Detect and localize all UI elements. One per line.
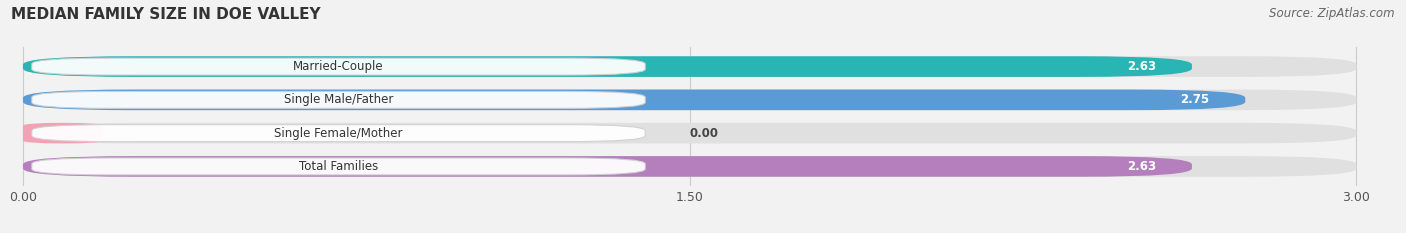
Text: 2.63: 2.63 <box>1128 60 1156 73</box>
Text: MEDIAN FAMILY SIZE IN DOE VALLEY: MEDIAN FAMILY SIZE IN DOE VALLEY <box>11 7 321 22</box>
FancyBboxPatch shape <box>22 89 1357 110</box>
Text: Single Female/Mother: Single Female/Mother <box>274 127 402 140</box>
FancyBboxPatch shape <box>22 89 1246 110</box>
Text: Single Male/Father: Single Male/Father <box>284 93 394 106</box>
FancyBboxPatch shape <box>22 123 103 144</box>
FancyBboxPatch shape <box>22 156 1357 177</box>
FancyBboxPatch shape <box>22 56 1357 77</box>
Text: Total Families: Total Families <box>299 160 378 173</box>
Text: Source: ZipAtlas.com: Source: ZipAtlas.com <box>1270 7 1395 20</box>
FancyBboxPatch shape <box>32 158 645 175</box>
FancyBboxPatch shape <box>22 123 1357 144</box>
FancyBboxPatch shape <box>32 91 645 108</box>
FancyBboxPatch shape <box>22 156 1192 177</box>
FancyBboxPatch shape <box>32 58 645 75</box>
Text: 2.63: 2.63 <box>1128 160 1156 173</box>
Text: 2.75: 2.75 <box>1181 93 1209 106</box>
FancyBboxPatch shape <box>32 125 645 142</box>
Text: Married-Couple: Married-Couple <box>294 60 384 73</box>
FancyBboxPatch shape <box>22 56 1192 77</box>
Text: 0.00: 0.00 <box>690 127 718 140</box>
